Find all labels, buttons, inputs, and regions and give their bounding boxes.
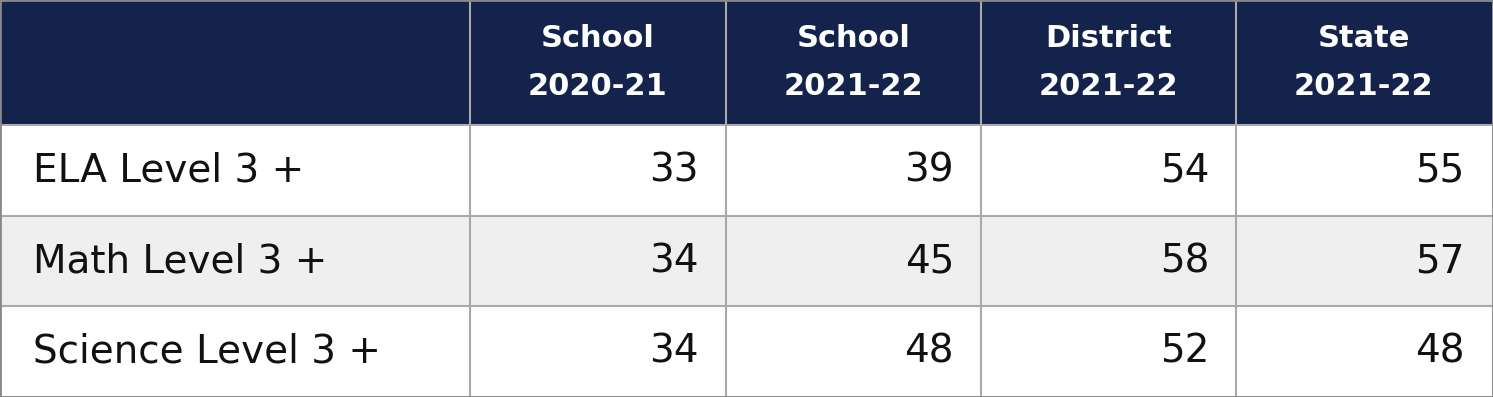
- Text: 55: 55: [1415, 151, 1465, 189]
- Bar: [0, 125, 470, 216]
- Bar: [470, 216, 726, 306]
- Text: Math Level 3 +: Math Level 3 +: [33, 242, 327, 280]
- Bar: [1236, 306, 1492, 397]
- Bar: [1236, 216, 1492, 306]
- Bar: [0, 306, 470, 397]
- Bar: [0, 0, 470, 125]
- Text: 52: 52: [1160, 333, 1209, 371]
- Bar: [726, 125, 981, 216]
- Bar: [0, 216, 470, 306]
- Bar: [1236, 0, 1492, 125]
- Text: 34: 34: [649, 242, 699, 280]
- Text: Science Level 3 +: Science Level 3 +: [33, 333, 381, 371]
- Text: 34: 34: [649, 333, 699, 371]
- Bar: [726, 0, 981, 125]
- Text: 33: 33: [649, 151, 699, 189]
- Text: 45: 45: [905, 242, 954, 280]
- Text: 57: 57: [1415, 242, 1465, 280]
- Bar: [981, 125, 1236, 216]
- Bar: [726, 216, 981, 306]
- Bar: [726, 306, 981, 397]
- Text: State
2021-22: State 2021-22: [1294, 24, 1433, 101]
- Text: ELA Level 3 +: ELA Level 3 +: [33, 151, 305, 189]
- Text: School
2021-22: School 2021-22: [784, 24, 923, 101]
- Text: 39: 39: [905, 151, 954, 189]
- Bar: [470, 306, 726, 397]
- Text: 58: 58: [1160, 242, 1209, 280]
- Text: 48: 48: [905, 333, 954, 371]
- Bar: [981, 216, 1236, 306]
- Bar: [1236, 125, 1492, 216]
- Bar: [981, 306, 1236, 397]
- Text: District
2021-22: District 2021-22: [1039, 24, 1178, 101]
- Bar: [470, 0, 726, 125]
- Bar: [981, 0, 1236, 125]
- Text: 48: 48: [1415, 333, 1465, 371]
- Bar: [470, 125, 726, 216]
- Text: School
2020-21: School 2020-21: [529, 24, 667, 101]
- Text: 54: 54: [1160, 151, 1209, 189]
